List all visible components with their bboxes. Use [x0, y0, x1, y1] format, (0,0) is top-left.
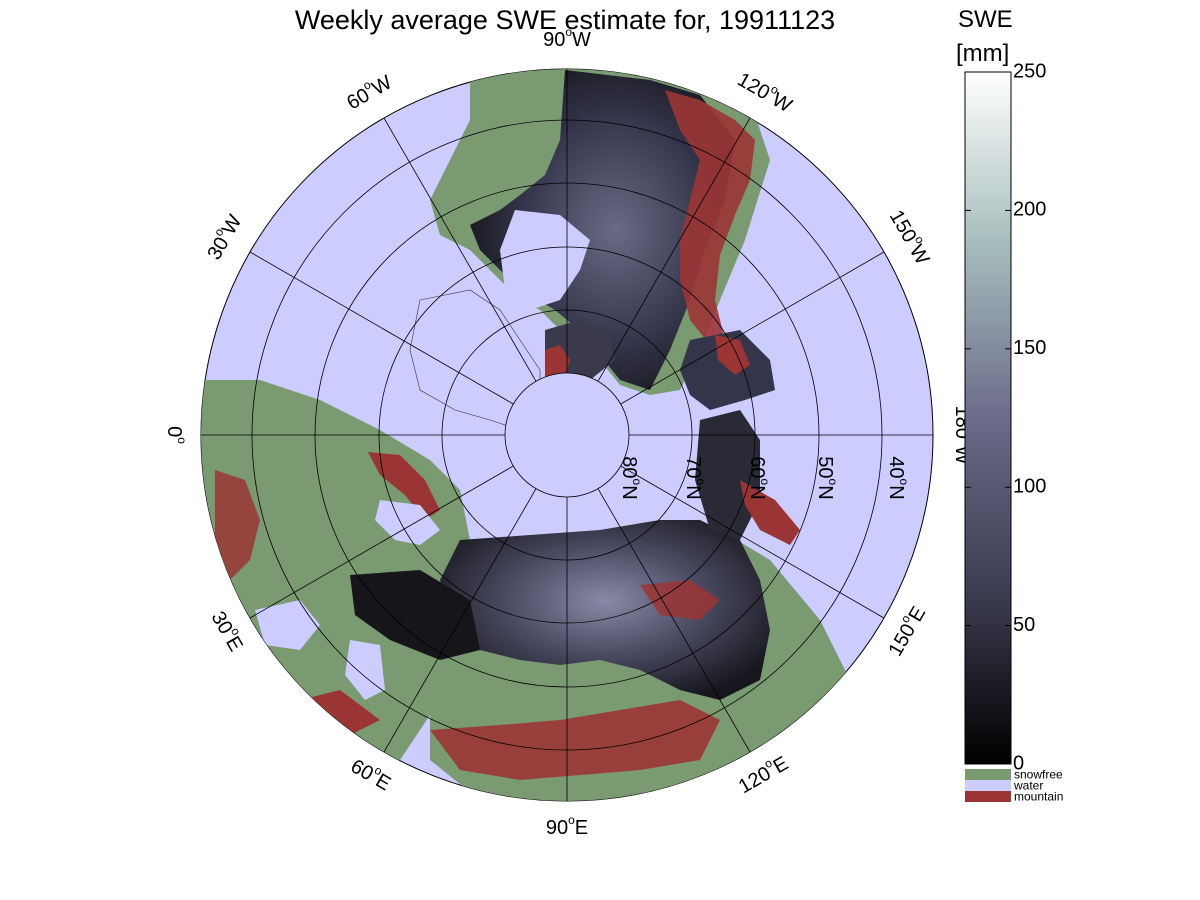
graticule: [201, 69, 933, 801]
meridian-label: 150oW: [885, 205, 937, 269]
arctic-ocean: [505, 373, 629, 497]
colorbar-label-swe: SWE: [958, 6, 1013, 33]
central-asia-snow: [350, 570, 480, 660]
meridian-label: 30oE: [206, 606, 250, 656]
colorbar-category-label: snowfree: [1014, 768, 1063, 782]
colorbar-tick-label: 0: [1013, 752, 1024, 774]
colorbar-tick-label: 250: [1013, 60, 1046, 82]
scandinavia-mountains: [368, 452, 440, 520]
alaska: [680, 330, 775, 410]
meridian-line: [383, 488, 537, 753]
colorbar-category-swatch: [965, 791, 1011, 802]
colorbar-tick-label: 100: [1013, 475, 1046, 497]
rocky-mountains: [665, 90, 755, 345]
lat-label: 60oN: [746, 456, 772, 499]
black-sea: [255, 600, 320, 650]
meridian-label: 90oW: [543, 25, 591, 51]
meridian-line: [249, 465, 514, 619]
colorbar-label-unit: [mm]: [956, 40, 1010, 67]
colorbar-tick-label: 50: [1013, 614, 1035, 636]
meridian-line: [383, 117, 537, 382]
colorbar-category-label: mountain: [1014, 790, 1063, 804]
colorbar-tick-label: 150: [1013, 337, 1046, 359]
meridian-label: 60oW: [341, 68, 396, 115]
meridian-label: 30oW: [200, 209, 247, 264]
colorbar-category-label: water: [1013, 779, 1043, 793]
eurasia-snow: [440, 520, 770, 700]
meridian-label: 90oE: [546, 813, 588, 839]
colorbar-gradient: [964, 71, 1012, 765]
meridian-line: [620, 251, 885, 405]
map-disc: [200, 68, 934, 802]
kamchatka: [740, 480, 800, 545]
lat-label: 70oN: [682, 456, 708, 499]
far-east-snow: [695, 410, 760, 540]
colorbar-category-swatch: [965, 780, 1011, 791]
meridian-line: [597, 488, 751, 753]
meridian-label: 120oW: [733, 65, 797, 117]
eurasia-mountains-east: [640, 580, 720, 620]
colorbar-tick-label: 200: [1013, 199, 1046, 221]
map-title: Weekly average SWE estimate for, 1991112…: [294, 5, 836, 35]
north-america-snow: [470, 70, 735, 390]
meridian-line: [597, 117, 751, 382]
meridian-line: [249, 251, 514, 405]
europe-mountains: [215, 470, 260, 580]
meridian-label: 60oE: [347, 752, 397, 796]
baltic-sea: [375, 500, 440, 545]
colorbar-category-swatch: [965, 769, 1011, 780]
lat-label: 40oN: [885, 456, 911, 499]
hudson-bay: [500, 210, 590, 310]
lat-label: 50oN: [814, 456, 840, 499]
asian-mountains: [430, 700, 720, 780]
lat-label: 80oN: [618, 456, 644, 499]
meridian-line: [620, 465, 885, 619]
meridian-label: 0o: [163, 426, 189, 444]
